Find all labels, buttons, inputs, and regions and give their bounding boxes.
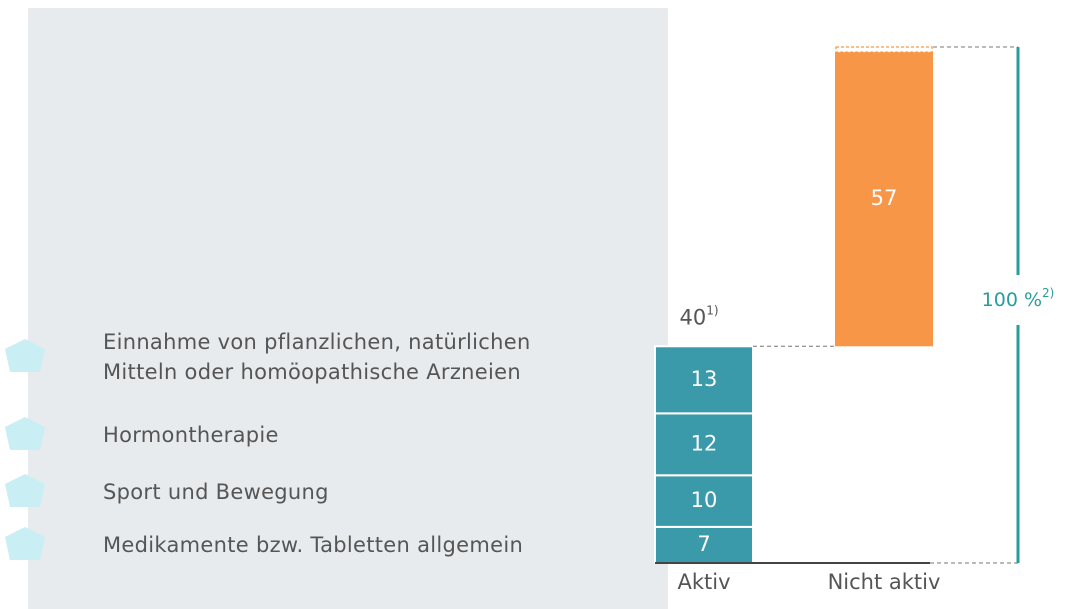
total-label: 100 %2) <box>982 286 1055 311</box>
bar-segment <box>835 52 933 347</box>
value-label: 13 <box>691 367 718 391</box>
value-label: 57 <box>871 186 898 210</box>
legend-icon <box>5 417 45 450</box>
legend-panel <box>28 8 668 609</box>
legend-label: Hormontherapie <box>103 423 279 447</box>
remainder-box <box>835 46 933 53</box>
aktiv-total: 401) <box>679 303 718 330</box>
value-label: 7 <box>697 532 710 556</box>
value-label: 10 <box>691 488 718 512</box>
value-label: 12 <box>691 431 718 455</box>
x-tick-label: Nicht aktiv <box>828 570 941 594</box>
legend-label: Sport und Bewegung <box>103 480 329 504</box>
legend-icon <box>5 339 45 372</box>
aktiv-total-note: 1) <box>706 303 718 317</box>
bar-segment <box>654 345 754 415</box>
bar-segment <box>654 412 754 477</box>
aktiv-total-value: 40 <box>679 305 706 329</box>
x-tick-label: Aktiv <box>677 570 730 594</box>
legend-icon <box>5 474 45 507</box>
legend-label: Medikamente bzw. Tabletten allgemein <box>103 533 524 557</box>
legend-label: Einnahme von pflanzlichen, natürlichen M… <box>103 330 531 384</box>
total-value: 100 % <box>982 289 1042 311</box>
bar-segment <box>654 525 754 565</box>
total-note: 2) <box>1042 286 1054 300</box>
legend-icon <box>5 527 45 560</box>
